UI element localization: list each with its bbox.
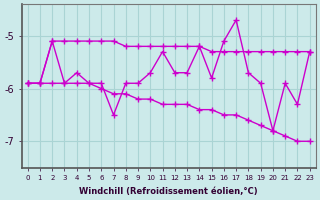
- X-axis label: Windchill (Refroidissement éolien,°C): Windchill (Refroidissement éolien,°C): [79, 187, 258, 196]
